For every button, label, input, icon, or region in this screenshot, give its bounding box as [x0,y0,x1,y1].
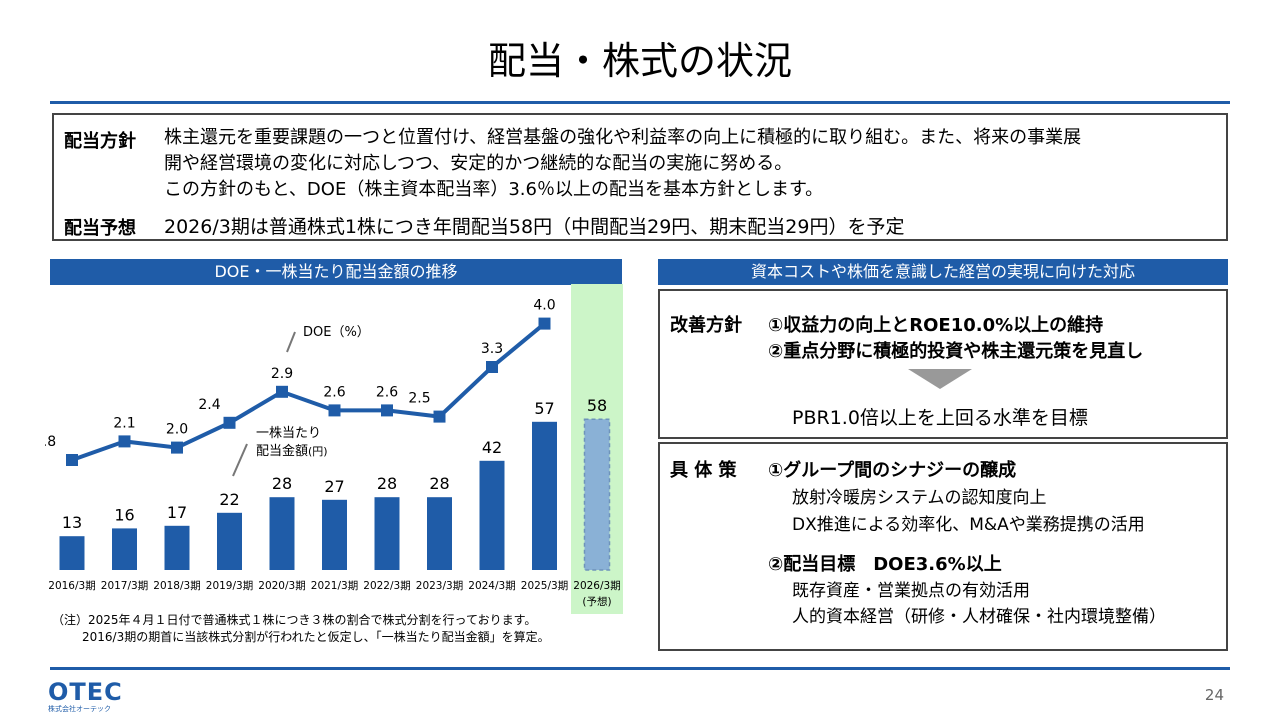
measures-box: 具 体 策 ①グループ間のシナジーの醸成 放射冷暖房システムの認知度向上 DX推… [658,442,1228,651]
doe-marker [538,317,551,330]
dps-bar-label: 58 [587,396,607,415]
improve-label: 改善方針 [670,315,742,336]
doe-label: 2.5 [408,391,430,407]
category-label: 2024/3期 [468,580,515,592]
doe-dividend-chart: 13 16 17 22 28 27 28 28 42 57 58 1.8 2.1 2.0 2.4 2.9 2.… [45,284,623,614]
doe-line [71,322,546,462]
policy-line-1: 株主還元を重要課題の一つと位置付け、経営基盤の強化や利益率の向上に積極的に取り組… [164,127,1082,148]
logo-text: OTEC [48,678,123,706]
doe-label: 2.6 [323,384,345,400]
dps-bar [427,497,452,570]
measure-item-1: ①グループ間のシナジーの醸成 [768,460,1017,481]
doe-legend-label: DOE（%） [303,325,370,340]
measure-item-1-sub-2: DX推進による効率化、M&Aや業務提携の活用 [792,515,1145,535]
doe-marker [433,410,446,423]
pbr-target: PBR1.0倍以上を上回る水準を目標 [792,407,1088,429]
doe-legend-leader [286,331,296,353]
forecast-text: 2026/3期は普通株式1株につき年間配当58円（中間配当29円、期末配当29円… [164,216,905,238]
dps-legend-label-1: 一株当たり [256,426,321,441]
doe-label: 2.9 [271,366,293,382]
category-label: 2022/3期 [363,580,410,592]
dps-bar-label: 42 [482,438,502,457]
dps-bar [374,497,400,570]
doe-label: 2.0 [166,422,188,438]
dps-legend-leader [232,443,248,477]
dps-bar-label: 27 [324,477,344,496]
policy-label: 配当方針 [64,131,136,152]
doe-marker [276,385,288,398]
dps-bar [112,528,137,570]
measure-item-1-sub-1: 放射冷暖房システムの認知度向上 [792,488,1047,508]
dps-bar [322,499,347,570]
category-label: 2025/3期 [521,580,568,592]
doe-label: 4.0 [533,298,555,314]
company-logo: OTEC 株式会社オーテック [48,678,123,714]
doe-marker [171,441,183,454]
dps-bar [583,418,611,571]
chart-footnote: （注）2025年４月１日付で普通株式１株につき３株の割合で株式分割を行っておりま… [52,612,550,646]
page-number: 24 [1204,686,1224,704]
category-label: 2026/3期 [573,580,620,592]
forecast-category-note: (予想) [582,595,611,608]
chart-section-header: DOE・一株当たり配当金額の推移 [50,259,622,285]
measures-label: 具 体 策 [670,460,737,481]
footer-rule [50,667,1230,670]
improve-item-2: ②重点分野に積極的投資や株主還元策を見直し [768,341,1144,362]
doe-marker [381,404,393,417]
dps-bar-label: 57 [534,399,554,418]
down-arrow-icon [908,369,972,389]
improvement-policy-box: 改善方針 ①収益力の向上とROE10.0%以上の維持 ②重点分野に積極的投資や株… [658,289,1228,439]
logo-subtext: 株式会社オーテック [48,705,111,713]
dps-legend-label-2: 配当金額(円) [256,443,328,459]
dps-bar-label: 13 [62,513,82,532]
note-line-2: 2016/3期の期首に当該株式分割が行われたと仮定し、「一株当たり配当金額」を算… [82,630,550,644]
category-label: 2018/3期 [153,580,200,592]
dps-bar [532,421,557,570]
dps-bar-label: 28 [429,474,449,493]
category-label: 2023/3期 [416,580,463,592]
policy-line-2: 開や経営環境の変化に対応しつつ、安定的かつ継続的な配当の実施に努める。 [164,153,793,174]
page-title: 配当・株式の状況 [487,39,792,83]
dps-bar-label: 22 [219,490,239,509]
policy-text: 株主還元を重要課題の一つと位置付け、経営基盤の強化や利益率の向上に積極的に取り組… [164,125,1081,203]
measure-item-2-sub-2: 人的資本経営（研修・人材確保・社内環境整備） [792,607,1166,627]
category-label: 2020/3期 [258,580,305,592]
dps-bar [479,460,505,570]
dps-bar [269,497,295,570]
measure-item-2-sub-1: 既存資産・営業拠点の有効活用 [792,581,1030,601]
forecast-label: 配当予想 [64,218,136,239]
note-line-1: （注）2025年４月１日付で普通株式１株につき３株の割合で株式分割を行っておりま… [52,613,537,627]
doe-marker [328,404,341,417]
doe-label: 2.4 [198,397,220,413]
dividend-policy-box: 配当方針 株主還元を重要課題の一つと位置付け、経営基盤の強化や利益率の向上に積極… [52,113,1228,241]
response-section-header: 資本コストや株価を意識した経営の実現に向けた対応 [658,259,1228,285]
doe-marker [66,454,78,466]
measure-item-2: ②配当目標 DOE3.6%以上 [768,554,1002,575]
dps-bar-label: 28 [377,474,397,493]
doe-label: 2.1 [113,415,135,431]
doe-marker [118,435,131,448]
dps-bar-label: 28 [272,474,292,493]
dps-bar [217,512,242,570]
dps-bar-label: 17 [167,503,187,522]
doe-label: 1.8 [45,434,56,450]
dps-bar [164,525,190,570]
improve-item-1: ①収益力の向上とROE10.0%以上の維持 [768,315,1104,336]
policy-line-3: この方針のもと、DOE（株主資本配当率）3.6％以上の配当を基本方針とします。 [164,179,824,200]
doe-label: 3.3 [481,341,503,357]
doe-label: 2.6 [376,384,398,400]
dps-bar [59,536,85,570]
category-label: 2021/3期 [311,580,358,592]
dps-bar-label: 16 [114,505,134,524]
title-rule [50,101,1230,104]
category-label: 2017/3期 [101,580,148,592]
doe-marker [486,361,498,373]
category-label: 2019/3期 [206,580,253,592]
doe-marker [223,416,236,429]
category-label: 2016/3期 [48,580,95,592]
